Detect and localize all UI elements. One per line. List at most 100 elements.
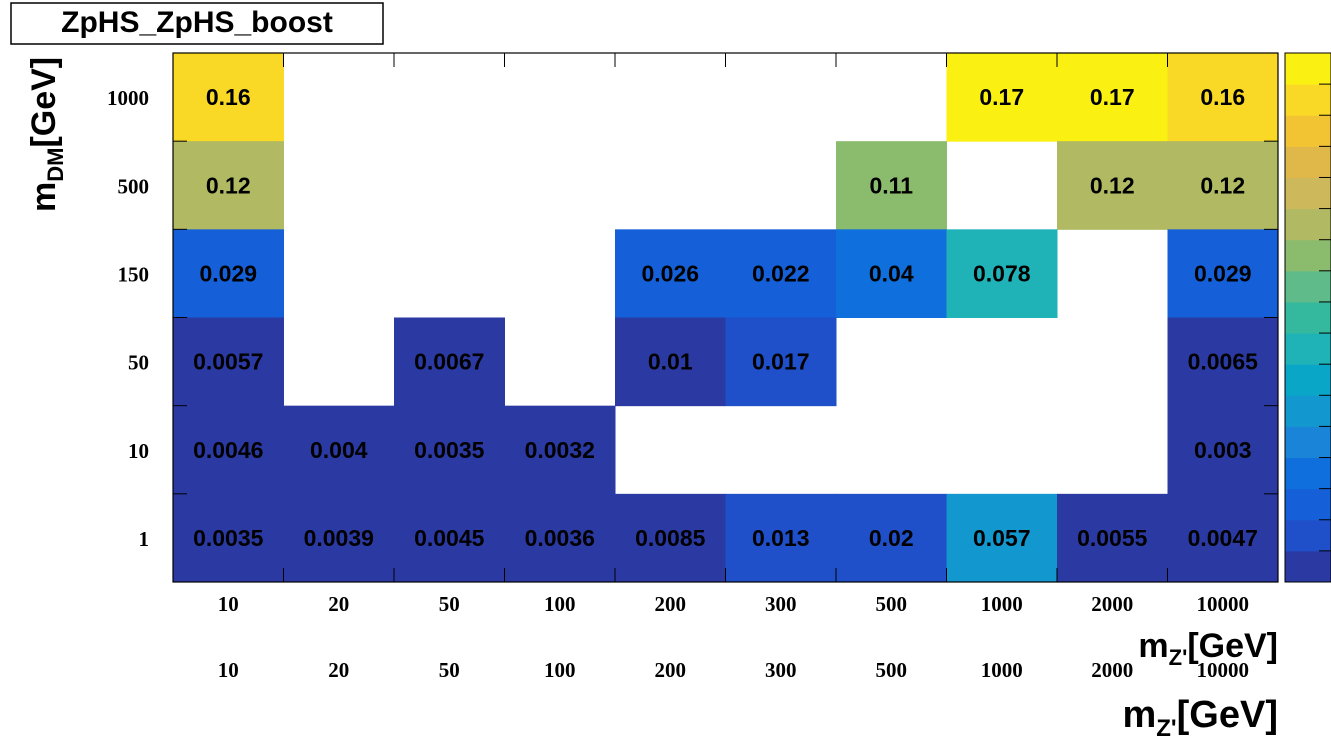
ghost-x-tick-label-50: 50 [439, 658, 460, 682]
y-axis-title-sub: DM [43, 148, 68, 182]
cell-label-10000-500: 0.12 [1200, 172, 1245, 198]
heatmap-cell-500-150 [836, 229, 947, 318]
heatmap-cell-100-1 [504, 493, 616, 583]
cell-label-200-150: 0.026 [641, 260, 699, 286]
x-axis-title-unit: [GeV] [1187, 627, 1278, 665]
cell-label-1000-1: 0.057 [973, 525, 1031, 551]
heatmap-cell-200-1 [615, 493, 726, 583]
cell-label-10-1: 0.0035 [193, 525, 264, 551]
cell-label-10000-10: 0.003 [1194, 437, 1252, 463]
cell-label-20-1: 0.0039 [304, 525, 374, 551]
cell-label-200-1: 0.0085 [635, 525, 706, 551]
colorbar-step [1285, 333, 1331, 365]
x-tick-label-10: 10 [218, 592, 239, 616]
heatmap-cell-1000-150 [946, 229, 1058, 318]
heatmap-cell-10000-10 [1167, 405, 1279, 495]
y-axis-title-main: m [25, 182, 63, 212]
heatmap-cell-200-150 [615, 229, 726, 318]
x-tick-label-2000: 2000 [1091, 592, 1133, 616]
cell-label-100-1: 0.0036 [525, 525, 595, 551]
heatmap-cell-50-1 [394, 493, 505, 583]
x-tick-label-200: 200 [655, 592, 687, 616]
svg-text:mZ'[GeV]: mZ'[GeV] [1122, 694, 1278, 742]
x-axis-title-ghost: mZ'[GeV] [1122, 694, 1278, 742]
colorbar-step [1285, 426, 1331, 459]
heatmap-cell-500-500 [836, 141, 947, 230]
heatmap-cell-2000-1 [1057, 493, 1168, 583]
heatmap-cell-500-1 [836, 493, 947, 583]
heatmap-cell-100-10 [504, 405, 616, 495]
x-tick-label-20: 20 [328, 592, 349, 616]
axis-ticks: 10 20 50 100 200 300 500 1000 2000 10000 1 10 50 150 5… [107, 53, 1278, 616]
heatmap-cell-1000-1 [946, 493, 1058, 583]
colorbar-frame [1284, 52, 1331, 583]
colorbar-step [1285, 177, 1331, 210]
heatmap-cell-10-50 [173, 317, 284, 407]
ghost-x-tick-label-2000: 2000 [1091, 658, 1133, 682]
cell-label-1000-150: 0.078 [973, 260, 1031, 286]
heatmap-cell-10000-500 [1167, 141, 1279, 230]
x-tick-label-500: 500 [876, 592, 908, 616]
cell-label-50-1: 0.0045 [414, 525, 485, 551]
cell-label-300-1: 0.013 [752, 525, 810, 551]
heatmap-cell-10-10 [173, 405, 284, 495]
heatmap-cell-10-500 [173, 141, 284, 230]
heatmap-cell-20-1 [283, 493, 395, 583]
heatmap-cell-50-50 [394, 317, 505, 407]
cell-label-2000-1: 0.0055 [1077, 525, 1148, 551]
colorbar-step [1285, 395, 1331, 427]
colorbar-step [1285, 364, 1331, 396]
y-tick-label-10: 10 [128, 439, 149, 463]
cell-label-300-150: 0.022 [752, 260, 810, 286]
heatmap-cell-10000-150 [1167, 229, 1279, 318]
x-tick-label-1000: 1000 [981, 592, 1023, 616]
colorbar-step [1285, 457, 1331, 490]
cell-label-10000-50: 0.0065 [1188, 349, 1259, 375]
svg-text:mZ'[GeV]: mZ'[GeV] [1138, 627, 1278, 670]
cell-label-10-500: 0.12 [206, 172, 251, 198]
heatmap-cells [173, 53, 1279, 583]
cell-label-100-10: 0.0032 [525, 437, 595, 463]
heatmap-cell-10-150 [173, 229, 284, 318]
title-frame [10, 2, 384, 45]
chart-title-box: ZpHS_ZpHS_boost [10, 2, 384, 45]
colorbar-step [1285, 208, 1331, 241]
ghost-x-tick-label-100: 100 [544, 658, 576, 682]
y-tick-label-50: 50 [128, 351, 149, 375]
heatmap-cell-300-1 [725, 493, 837, 583]
heatmap-cell-10000-1000 [1167, 53, 1279, 142]
cell-label-50-50: 0.0067 [414, 349, 484, 375]
x-axis-title-ghost-sub: Z' [1156, 715, 1176, 742]
colorbar-step [1285, 239, 1331, 272]
heatmap-cell-50-10 [394, 405, 505, 495]
y-tick-label-1: 1 [139, 527, 150, 551]
cell-label-300-50: 0.017 [752, 349, 810, 375]
heatmap-cell-10-1 [173, 493, 284, 583]
ghost-tick-strip: 10 20 50 100 200 300 500 1000 2000 10000 [218, 658, 1249, 682]
x-tick-label-300: 300 [765, 592, 797, 616]
heatmap-cell-10000-1 [1167, 493, 1279, 583]
ghost-x-tick-label-500: 500 [876, 658, 908, 682]
heatmap-cell-2000-1000 [1057, 53, 1168, 142]
cell-label-10-1000: 0.16 [206, 84, 251, 110]
colorbar-step [1285, 519, 1331, 552]
ghost-x-tick-label-10: 10 [218, 658, 239, 682]
cell-label-10000-1: 0.0047 [1188, 525, 1258, 551]
colorbar-step [1285, 488, 1331, 521]
plot-frame [172, 52, 1279, 583]
x-tick-label-50: 50 [439, 592, 460, 616]
colorbar-step [1285, 270, 1331, 303]
colorbar-step [1285, 53, 1331, 85]
y-tick-label-150: 150 [118, 262, 150, 286]
ghost-x-tick-label-1000: 1000 [981, 658, 1023, 682]
color-scale [1284, 52, 1331, 583]
x-tick-label-100: 100 [544, 592, 576, 616]
x-axis-title-main: m [1138, 627, 1168, 665]
cell-label-10000-150: 0.029 [1194, 260, 1252, 286]
y-tick-label-500: 500 [118, 174, 150, 198]
cell-label-2000-500: 0.12 [1090, 172, 1135, 198]
colorbar-step [1285, 115, 1331, 147]
cell-label-1000-1000: 0.17 [979, 84, 1024, 110]
heatmap-cell-20-10 [283, 405, 395, 495]
colorbar-step [1285, 146, 1331, 178]
